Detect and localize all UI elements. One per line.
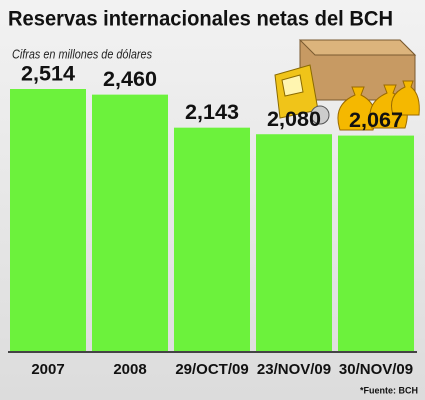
truck-illustration bbox=[274, 39, 420, 131]
x-tick-label: 2008 bbox=[113, 361, 146, 378]
bar bbox=[92, 94, 168, 351]
x-tick-label: 30/NOV/09 bbox=[339, 361, 413, 378]
source-note: *Fuente: BCH bbox=[360, 385, 418, 395]
bar bbox=[174, 127, 250, 352]
chart-title: Reservas internacionales netas del BCH bbox=[8, 8, 393, 31]
value-label: 2,460 bbox=[103, 68, 157, 91]
value-label: 2,143 bbox=[185, 101, 239, 124]
bar bbox=[256, 134, 332, 351]
value-label: 2,514 bbox=[21, 63, 75, 86]
value-label: 2,067 bbox=[349, 109, 403, 132]
bar bbox=[338, 135, 414, 351]
x-tick-label: 29/OCT/09 bbox=[175, 361, 248, 378]
bar bbox=[10, 89, 86, 351]
x-tick-label: 2007 bbox=[31, 361, 64, 378]
chart-subtitle: Cifras en millones de dólares bbox=[12, 46, 152, 61]
value-label: 2,080 bbox=[267, 108, 321, 131]
x-tick-label: 23/NOV/09 bbox=[257, 361, 331, 378]
